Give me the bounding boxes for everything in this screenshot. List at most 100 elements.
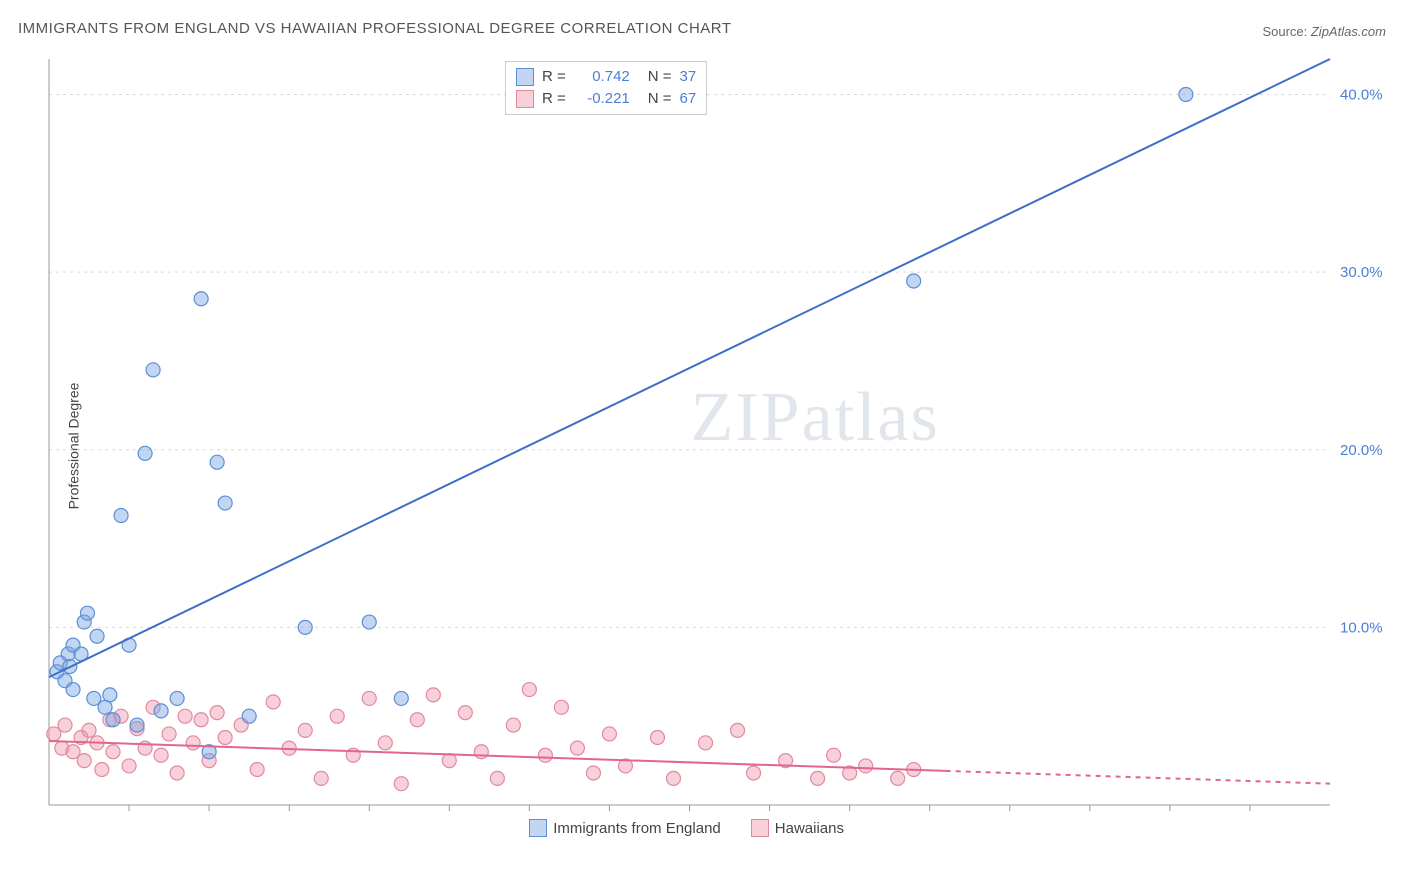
trend-line-dashed (946, 771, 1330, 784)
data-point (474, 745, 488, 759)
series-legend: Immigrants from England Hawaiians (529, 819, 844, 837)
data-point (77, 754, 91, 768)
data-point (138, 446, 152, 460)
data-point (122, 759, 136, 773)
data-point (162, 727, 176, 741)
trend-line (49, 59, 1330, 677)
data-point (522, 683, 536, 697)
data-point (194, 713, 208, 727)
data-point (170, 766, 184, 780)
data-point (442, 754, 456, 768)
data-point (178, 709, 192, 723)
data-point (1179, 88, 1193, 102)
data-point (907, 274, 921, 288)
data-point (250, 762, 264, 776)
data-point (650, 731, 664, 745)
data-point (426, 688, 440, 702)
data-point (506, 718, 520, 732)
data-point (410, 713, 424, 727)
y-tick-label: 20.0% (1340, 442, 1383, 459)
data-point (394, 777, 408, 791)
data-point (90, 629, 104, 643)
data-point (106, 745, 120, 759)
chart-svg: 10.0% 20.0% 30.0% 40.0% 0.0% 80.0% (45, 55, 1390, 825)
data-point (210, 455, 224, 469)
series-legend-label: Hawaiians (775, 820, 844, 837)
data-point (154, 704, 168, 718)
data-point (378, 736, 392, 750)
data-point (538, 748, 552, 762)
data-point (66, 683, 80, 697)
data-point (394, 691, 408, 705)
data-point (218, 731, 232, 745)
data-point (490, 771, 504, 785)
data-point (298, 723, 312, 737)
trend-line (49, 741, 946, 771)
data-point (811, 771, 825, 785)
data-point (859, 759, 873, 773)
data-point (218, 496, 232, 510)
source-value: ZipAtlas.com (1311, 24, 1386, 39)
data-point (242, 709, 256, 723)
source-attribution: Source: ZipAtlas.com (1262, 24, 1386, 39)
legend-row: R = 0.742 N = 37 (516, 66, 696, 88)
data-point (602, 727, 616, 741)
data-point (170, 691, 184, 705)
data-point (58, 718, 72, 732)
data-point (95, 762, 109, 776)
legend-swatch (751, 819, 769, 837)
data-point (266, 695, 280, 709)
data-point (362, 615, 376, 629)
data-point (186, 736, 200, 750)
data-point (314, 771, 328, 785)
data-point (210, 706, 224, 720)
legend-n-value: 37 (680, 66, 697, 88)
x-tick-label-left: 0.0% (47, 822, 81, 825)
series-legend-item: Immigrants from England (529, 819, 721, 837)
data-point (330, 709, 344, 723)
data-point (103, 688, 117, 702)
data-point (362, 691, 376, 705)
legend-n-value: 67 (680, 88, 697, 110)
data-point (298, 620, 312, 634)
legend-n-label: N = (648, 66, 672, 88)
data-point (194, 292, 208, 306)
data-point (666, 771, 680, 785)
legend-swatch (516, 68, 534, 86)
data-point (747, 766, 761, 780)
data-point (154, 748, 168, 762)
data-point (570, 741, 584, 755)
data-point (891, 771, 905, 785)
data-point (458, 706, 472, 720)
x-tick-label-right: 80.0% (1337, 822, 1380, 825)
series-legend-label: Immigrants from England (553, 820, 721, 837)
y-tick-label: 30.0% (1340, 264, 1383, 281)
legend-swatch (529, 819, 547, 837)
chart-title: IMMIGRANTS FROM ENGLAND VS HAWAIIAN PROF… (18, 20, 732, 37)
data-point (586, 766, 600, 780)
source-label: Source: (1262, 24, 1310, 39)
legend-r-value: -0.221 (574, 88, 630, 110)
data-point (554, 700, 568, 714)
series-legend-item: Hawaiians (751, 819, 844, 837)
data-point (106, 713, 120, 727)
data-point (130, 718, 144, 732)
y-tick-label: 10.0% (1340, 619, 1383, 636)
legend-r-label: R = (542, 88, 566, 110)
data-point (827, 748, 841, 762)
correlation-legend: R = 0.742 N = 37 R = -0.221 N = 67 (505, 61, 707, 115)
data-point (731, 723, 745, 737)
data-point (114, 508, 128, 522)
chart-container: IMMIGRANTS FROM ENGLAND VS HAWAIIAN PROF… (0, 0, 1406, 892)
plot-area: 10.0%20.0%30.0%40.0%0.0%80.0% ZIPatlas R… (45, 55, 1390, 825)
legend-row: R = -0.221 N = 67 (516, 88, 696, 110)
legend-r-label: R = (542, 66, 566, 88)
data-point (699, 736, 713, 750)
legend-n-label: N = (648, 88, 672, 110)
legend-swatch (516, 90, 534, 108)
legend-r-value: 0.742 (574, 66, 630, 88)
data-point (146, 363, 160, 377)
data-point (80, 606, 94, 620)
data-point (82, 723, 96, 737)
y-tick-label: 40.0% (1340, 87, 1383, 104)
